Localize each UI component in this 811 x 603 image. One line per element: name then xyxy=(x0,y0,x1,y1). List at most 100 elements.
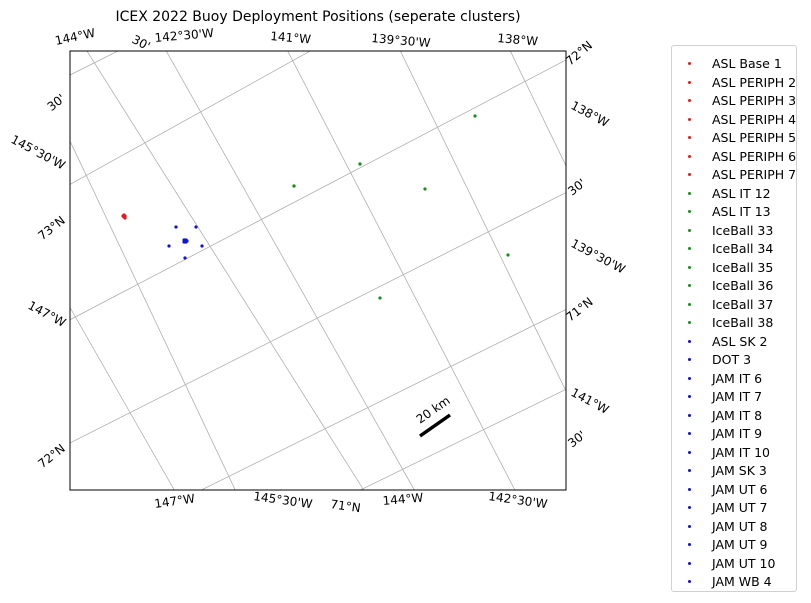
left-tick-labels: 30' 145°30'W 73°N 147°W 72°N xyxy=(9,91,69,471)
top-tick-label: 30' xyxy=(130,32,153,53)
legend: ASL Base 1 ASL PERIPH 2 ASL PERIPH 3 ASL PE… xyxy=(671,45,797,592)
legend-marker xyxy=(688,487,691,491)
meridian-line xyxy=(70,306,175,490)
top-tick-label: 141°W xyxy=(270,29,312,47)
buoy-marker xyxy=(200,244,204,248)
legend-item: ASL PERIPH 3 xyxy=(672,92,796,111)
meridian-line xyxy=(287,51,516,490)
right-tick-label: 139°30'W xyxy=(569,236,628,276)
legend-marker xyxy=(688,247,691,250)
bottom-tick-label: 144°W xyxy=(382,490,424,508)
legend-label: IceBall 38 xyxy=(712,315,774,330)
legend-marker xyxy=(688,136,691,139)
bottom-tick-label: 142°30'W xyxy=(488,489,549,511)
legend-item: IceBall 33 xyxy=(672,222,796,241)
red-cluster xyxy=(121,213,127,220)
legend-item: ASL PERIPH 4 xyxy=(672,111,796,130)
top-tick-label: 139°30'W xyxy=(371,31,431,50)
scale-bar-label: 20 km xyxy=(414,393,453,426)
meridian-line xyxy=(399,51,566,392)
legend-marker xyxy=(688,395,691,398)
legend-item: IceBall 38 xyxy=(672,314,796,333)
left-tick-label: 147°W xyxy=(26,298,69,330)
legend-item: JAM UT 10 xyxy=(672,555,796,574)
legend-label: IceBall 37 xyxy=(712,296,774,312)
legend-label: JAM IT 10 xyxy=(712,444,770,460)
legend-item: JAM UT 7 xyxy=(672,499,796,518)
legend-marker xyxy=(688,543,691,546)
legend-label: JAM UT 6 xyxy=(712,481,768,497)
parallel-line xyxy=(70,51,119,76)
legend-item: JAM IT 10 xyxy=(672,444,796,463)
legend-marker xyxy=(688,265,691,269)
legend-label: ASL PERIPH 5 xyxy=(712,130,797,145)
legend-label: JAM IT 6 xyxy=(712,370,763,386)
legend-marker xyxy=(688,561,691,565)
top-tick-label: 144°W xyxy=(54,26,97,48)
legend-label: JAM IT 7 xyxy=(712,389,763,404)
parallel-line xyxy=(359,388,566,490)
meridian-line xyxy=(70,140,236,490)
bottom-tick-label: 147°W xyxy=(153,491,195,511)
buoy-marker xyxy=(423,187,427,191)
legend-label: ASL PERIPH 6 xyxy=(712,148,797,164)
legend-item: IceBall 37 xyxy=(672,296,796,315)
legend-marker xyxy=(688,99,691,102)
left-tick-label: 145°30'W xyxy=(9,132,68,172)
legend-label: JAM UT 8 xyxy=(712,518,768,534)
legend-marker xyxy=(688,228,691,232)
legend-item: JAM SK 3 xyxy=(672,462,796,481)
right-tick-labels: 72°N 138°W 30' 139°30'W 71°N 141°W 30' xyxy=(563,38,628,450)
right-tick-label: 30' xyxy=(565,428,588,450)
legend-label: JAM IT 8 xyxy=(712,407,763,423)
buoy-marker xyxy=(183,256,187,260)
bottom-tick-label: 71°N xyxy=(330,497,362,515)
right-tick-label: 138°W xyxy=(569,98,612,130)
legend-label: ASL PERIPH 2 xyxy=(712,74,797,90)
legend-item: JAM IT 9 xyxy=(672,425,796,444)
top-tick-label: 142°30'W xyxy=(154,26,214,45)
meridian-line xyxy=(86,51,365,490)
legend-marker xyxy=(688,154,691,158)
buoy-marker xyxy=(122,214,126,218)
meridian-line xyxy=(509,51,566,167)
parallel-line xyxy=(70,51,312,185)
right-tick-label: 141°W xyxy=(569,385,612,417)
bottom-tick-labels: 147°W 145°30'W 71°N 144°W 142°30'W xyxy=(153,489,548,515)
legend-item: JAM IT 8 xyxy=(672,407,796,426)
legend-marker xyxy=(688,80,691,84)
buoy-marker xyxy=(473,114,477,118)
buoy-marker xyxy=(167,244,171,248)
legend-marker xyxy=(688,210,691,213)
map-frame xyxy=(69,50,567,491)
legend-label: ASL PERIPH 7 xyxy=(712,167,797,182)
legend-label: ASL PERIPH 3 xyxy=(712,93,797,108)
legend-marker xyxy=(688,376,691,380)
top-tick-label: 138°W xyxy=(497,31,539,49)
top-tick-labels: 144°W 30' 142°30'W 141°W 139°30'W 138°W xyxy=(54,26,539,54)
legend-label: IceBall 35 xyxy=(712,259,774,275)
legend-marker xyxy=(688,284,691,287)
legend-label: JAM SK 3 xyxy=(712,463,767,478)
parallel-line xyxy=(200,308,566,490)
right-tick-label: 30' xyxy=(565,176,588,198)
left-tick-label: 72°N xyxy=(35,441,67,471)
legend-label: ASL PERIPH 4 xyxy=(712,111,797,127)
legend-marker xyxy=(688,432,691,435)
legend-marker xyxy=(688,339,691,343)
legend-item: JAM UT 8 xyxy=(672,518,796,537)
legend-label: ASL IT 13 xyxy=(712,204,771,219)
legend-marker xyxy=(688,580,691,583)
legend-item: IceBall 36 xyxy=(672,277,796,296)
legend-item: JAM IT 6 xyxy=(672,370,796,389)
buoy-marker xyxy=(506,253,510,257)
left-tick-label: 73°N xyxy=(35,213,67,243)
green-cluster xyxy=(292,114,510,300)
legend-label: IceBall 34 xyxy=(712,241,774,256)
map-title: ICEX 2022 Buoy Deployment Positions (sep… xyxy=(115,9,520,25)
legend-label: JAM UT 10 xyxy=(712,555,776,571)
legend-item: IceBall 34 xyxy=(672,240,796,259)
legend-marker xyxy=(688,358,691,361)
legend-marker xyxy=(688,173,691,176)
